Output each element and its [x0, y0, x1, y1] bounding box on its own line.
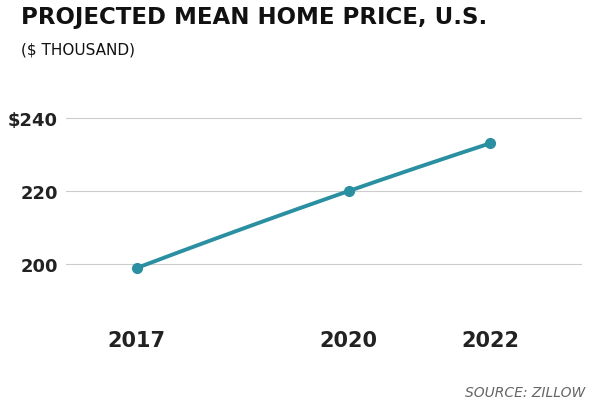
Text: PROJECTED MEAN HOME PRICE, U.S.: PROJECTED MEAN HOME PRICE, U.S.: [21, 6, 487, 29]
Text: SOURCE: ZILLOW: SOURCE: ZILLOW: [465, 385, 585, 399]
Text: ($ THOUSAND): ($ THOUSAND): [21, 43, 135, 58]
